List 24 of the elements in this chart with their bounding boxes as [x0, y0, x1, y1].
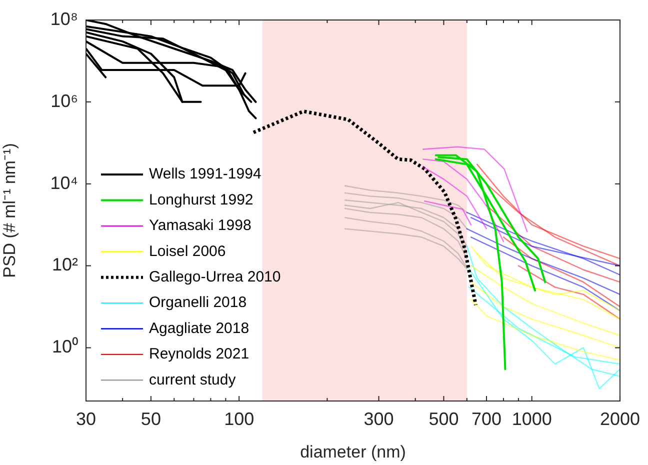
legend-label: current study — [149, 371, 236, 388]
y-tick-label: 10⁶ — [50, 90, 78, 111]
legend-label: Loisel 2006 — [149, 242, 226, 260]
y-tick-label: 10⁸ — [50, 8, 78, 29]
y-tick-label: 10² — [52, 254, 78, 275]
legend-label: Reynolds 2021 — [149, 346, 250, 363]
legend-label: Longhurst 1992 — [149, 191, 254, 208]
x-tick-label: 2000 — [600, 408, 640, 429]
legend-label: Agagliate 2018 — [149, 320, 250, 337]
y-axis-title: PSD (# ml⁻¹ nm⁻¹) — [0, 143, 19, 278]
x-tick-label: 500 — [428, 408, 459, 429]
legend-label: Organelli 2018 — [149, 294, 247, 312]
x-tick-label: 300 — [364, 408, 394, 429]
legend-label: Wells 1991-1994 — [149, 166, 262, 183]
x-tick-label: 50 — [140, 408, 161, 429]
y-tick-label: 10⁴ — [50, 172, 78, 193]
x-tick-label: 1000 — [512, 408, 552, 429]
x-tick-label: 100 — [224, 408, 254, 429]
x-tick-label: 700 — [471, 408, 502, 429]
legend-label: Gallego-Urrea 2010 — [149, 268, 281, 286]
legend-label: Yamasaki 1998 — [149, 217, 252, 234]
x-axis-title: diameter (nm) — [300, 442, 406, 462]
x-tick-label: 30 — [76, 408, 96, 429]
y-tick-label: 10⁰ — [52, 336, 78, 357]
